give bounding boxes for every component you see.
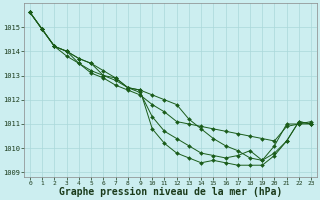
X-axis label: Graphe pression niveau de la mer (hPa): Graphe pression niveau de la mer (hPa) xyxy=(59,187,282,197)
